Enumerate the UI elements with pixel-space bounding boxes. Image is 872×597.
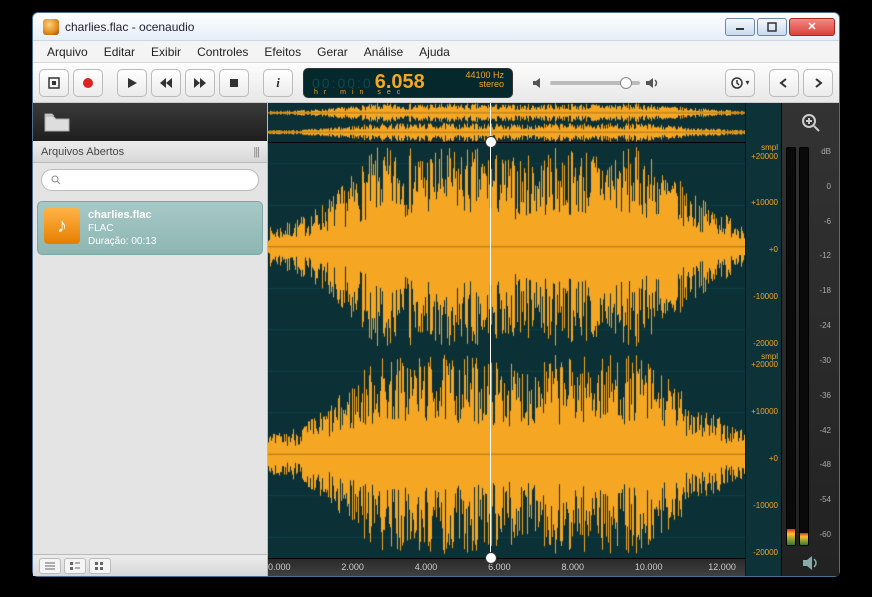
window-title: charlies.flac - ocenaudio bbox=[65, 20, 725, 34]
view-grid-button[interactable] bbox=[89, 558, 111, 574]
speaker-icon[interactable] bbox=[801, 555, 821, 571]
search-input[interactable] bbox=[41, 169, 259, 191]
scale-label: +0 bbox=[769, 245, 778, 254]
scale-label: -10000 bbox=[753, 292, 778, 301]
scale-label: -10000 bbox=[753, 501, 778, 510]
scale-label: +20000 bbox=[751, 360, 778, 369]
folder-icon bbox=[43, 111, 71, 133]
file-format: FLAC bbox=[88, 222, 156, 235]
zoom-in-icon[interactable] bbox=[800, 112, 822, 134]
titlebar[interactable]: charlies.flac - ocenaudio ✕ bbox=[33, 13, 839, 41]
menu-arquivo[interactable]: Arquivo bbox=[39, 43, 96, 61]
db-label: -48 bbox=[819, 460, 831, 469]
menu-gerar[interactable]: Gerar bbox=[309, 43, 356, 61]
time-units: hr min sec bbox=[314, 89, 406, 96]
db-label: -54 bbox=[819, 495, 831, 504]
scale-label: +0 bbox=[769, 454, 778, 463]
file-list: ♪ charlies.flac FLAC Duração: 00:13 bbox=[33, 197, 267, 554]
db-label: -30 bbox=[819, 356, 831, 365]
scale-label: +10000 bbox=[751, 407, 778, 416]
close-button[interactable]: ✕ bbox=[789, 18, 835, 36]
view-detail-button[interactable] bbox=[64, 558, 86, 574]
speaker-low-icon bbox=[531, 76, 545, 90]
waveform-overview[interactable] bbox=[268, 103, 745, 143]
app-icon bbox=[43, 19, 59, 35]
app-window: charlies.flac - ocenaudio ✕ ArquivoEdita… bbox=[32, 12, 840, 577]
db-label: -12 bbox=[819, 251, 831, 260]
maximize-button[interactable] bbox=[757, 18, 787, 36]
view-list-button[interactable] bbox=[39, 558, 61, 574]
channels: stereo bbox=[465, 80, 504, 90]
main-area: 0.0002.0004.0006.0008.00010.00012.000 sm… bbox=[268, 103, 839, 576]
menubar: ArquivoEditarExibirControlesEfeitosGerar… bbox=[33, 41, 839, 63]
sidebar-title: Arquivos Abertos ||| bbox=[33, 141, 267, 163]
menu-exibir[interactable]: Exibir bbox=[143, 43, 189, 61]
timeline-tick: 4.000 bbox=[415, 562, 438, 572]
menu-controles[interactable]: Controles bbox=[189, 43, 256, 61]
scale-label: +10000 bbox=[751, 198, 778, 207]
level-meters: dB 0 -6 -12 -18 -24 -30 -36 -42 -48 -54 -60 bbox=[781, 103, 839, 576]
nav-back-button[interactable] bbox=[769, 69, 799, 97]
timeline[interactable]: 0.0002.0004.0006.0008.00010.00012.000 bbox=[268, 558, 745, 576]
volume-thumb[interactable] bbox=[620, 77, 632, 89]
sidebar-footer bbox=[33, 554, 267, 576]
menu-ajuda[interactable]: Ajuda bbox=[411, 43, 458, 61]
stop-button[interactable] bbox=[219, 69, 249, 97]
play-button[interactable] bbox=[117, 69, 147, 97]
db-label: -6 bbox=[824, 217, 831, 226]
timeline-tick: 2.000 bbox=[341, 562, 364, 572]
toolbar: i 00:00:0 6.058 44100 Hz stereo hr min s… bbox=[33, 63, 839, 103]
minimize-button[interactable] bbox=[725, 18, 755, 36]
menu-análise[interactable]: Análise bbox=[356, 43, 411, 61]
sidebar-header bbox=[33, 103, 267, 141]
sidebar-grip-icon[interactable]: ||| bbox=[253, 146, 259, 158]
menu-editar[interactable]: Editar bbox=[96, 43, 143, 61]
scale-label: -20000 bbox=[753, 339, 778, 348]
db-label: -36 bbox=[819, 391, 831, 400]
meter-right bbox=[799, 147, 809, 546]
db-label: -18 bbox=[819, 286, 831, 295]
scale-label: -20000 bbox=[753, 548, 778, 557]
timeline-tick: 8.000 bbox=[562, 562, 585, 572]
db-label: dB bbox=[821, 147, 831, 156]
history-button[interactable]: ▾ bbox=[725, 69, 755, 97]
timeline-tick: 10.000 bbox=[635, 562, 663, 572]
timeline-tick: 0.000 bbox=[268, 562, 291, 572]
rewind-button[interactable] bbox=[151, 69, 181, 97]
menu-efeitos[interactable]: Efeitos bbox=[256, 43, 309, 61]
nav-forward-button[interactable] bbox=[803, 69, 833, 97]
record-button[interactable] bbox=[73, 69, 103, 97]
sidebar: Arquivos Abertos ||| ♪ charlies.flac FLA… bbox=[33, 103, 268, 576]
scale-label: +20000 bbox=[751, 152, 778, 161]
meter-left bbox=[786, 147, 796, 546]
speaker-high-icon bbox=[645, 76, 661, 90]
forward-button[interactable] bbox=[185, 69, 215, 97]
db-label: -60 bbox=[819, 530, 831, 539]
file-name: charlies.flac bbox=[88, 208, 156, 222]
file-duration: Duração: 00:13 bbox=[88, 235, 156, 248]
marker-button[interactable] bbox=[39, 69, 69, 97]
waveform-main[interactable] bbox=[268, 143, 745, 558]
db-label: -24 bbox=[819, 321, 831, 330]
amplitude-scale: smpl+20000+10000+0-10000-20000smpl+20000… bbox=[745, 103, 781, 576]
db-label: -42 bbox=[819, 426, 831, 435]
db-label: 0 bbox=[827, 182, 831, 191]
timeline-tick: 12.000 bbox=[708, 562, 736, 572]
volume-slider[interactable] bbox=[531, 76, 661, 90]
info-button[interactable]: i bbox=[263, 69, 293, 97]
time-counter: 00:00:0 6.058 44100 Hz stereo hr min sec bbox=[303, 68, 513, 98]
music-note-icon: ♪ bbox=[44, 208, 80, 244]
file-item[interactable]: ♪ charlies.flac FLAC Duração: 00:13 bbox=[37, 201, 263, 255]
